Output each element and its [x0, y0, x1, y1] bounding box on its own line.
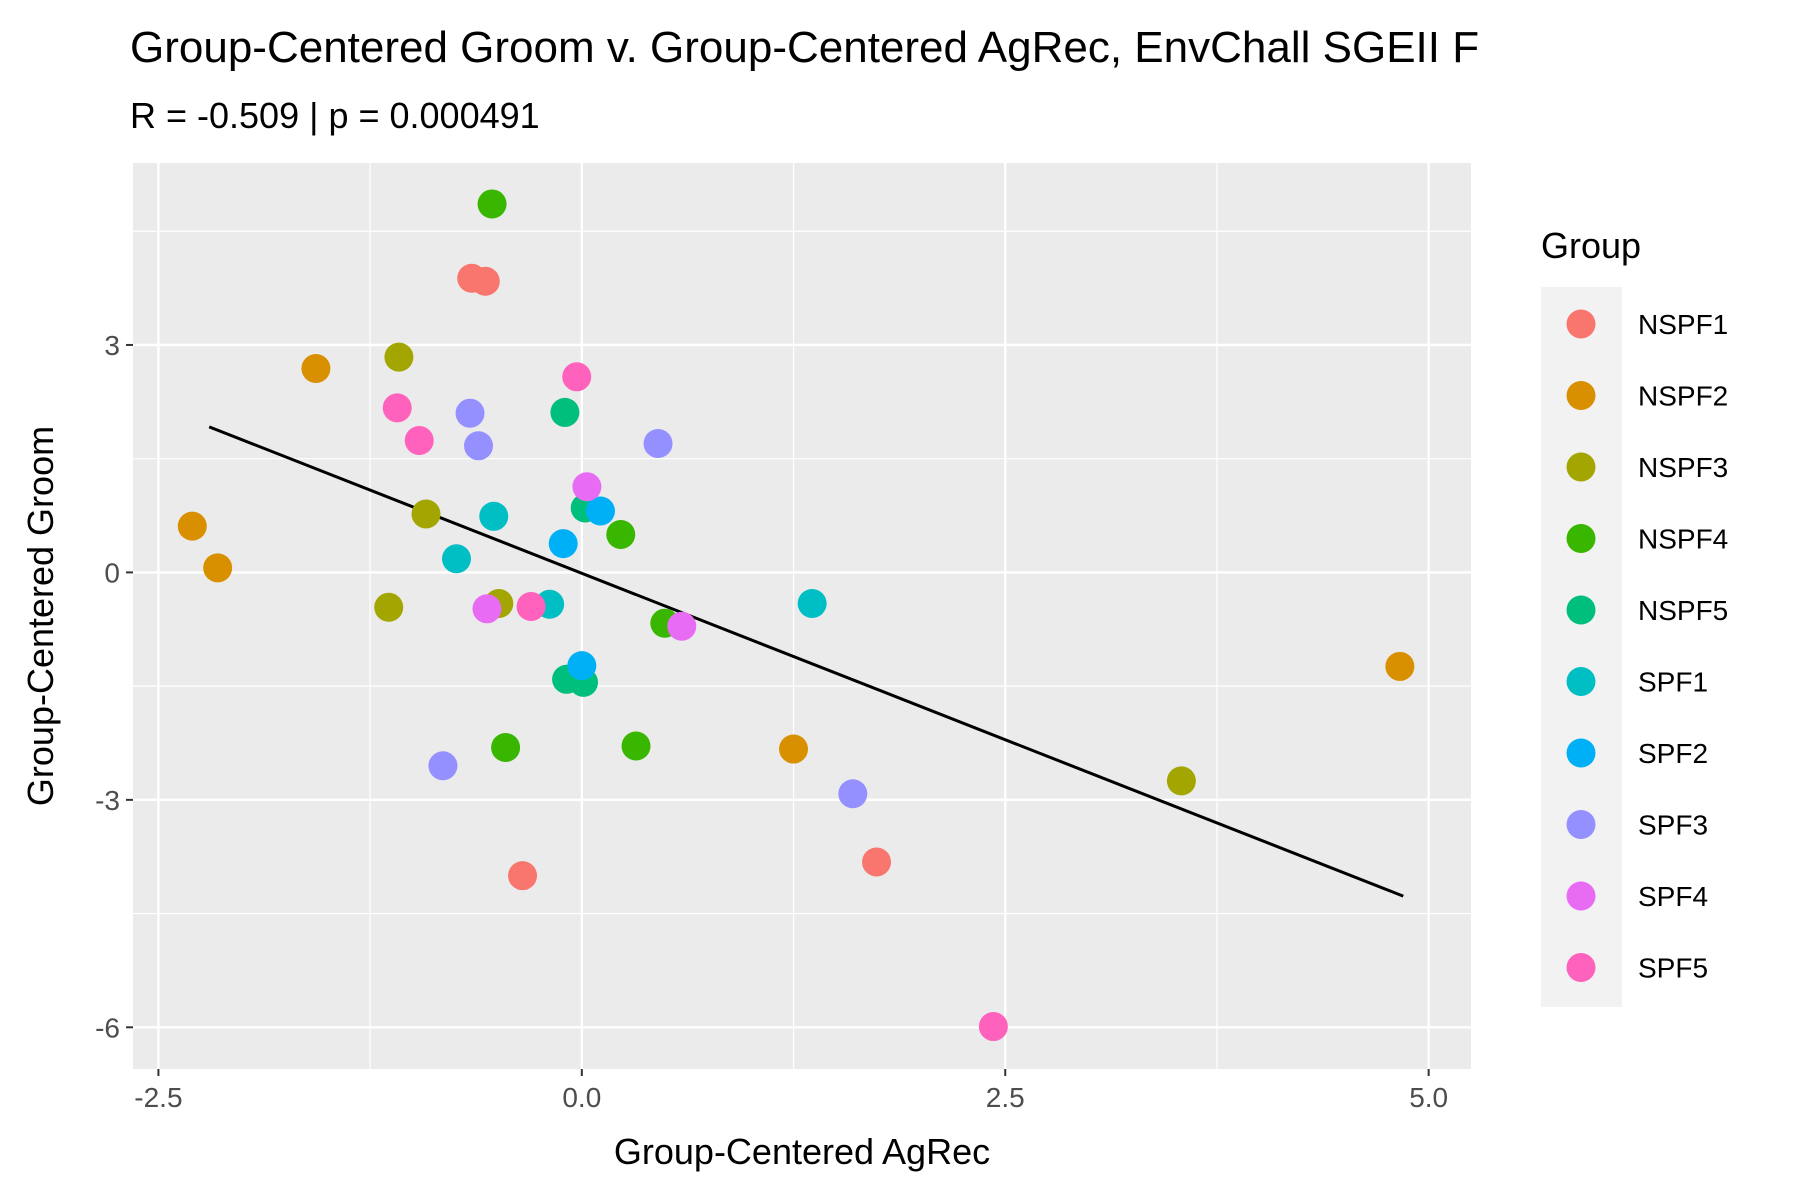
data-point-nspf5: [550, 397, 580, 427]
minor-gridlines: [133, 163, 1471, 1069]
data-point-nspf3: [384, 342, 414, 372]
major-gridlines: [133, 163, 1471, 1069]
legend-items: NSPF1 NSPF2 NSPF3 NSPF4 NSPF5 SPF1 SPF2 SPF3 SPF…: [1566, 309, 1728, 984]
x-axis-ticks: -2.5 0.0 2.5 5.0: [134, 1069, 1448, 1113]
legend-label-spf4: SPF4: [1638, 881, 1708, 912]
data-point-spf5: [978, 1012, 1008, 1042]
legend-key-spf5: [1566, 953, 1596, 982]
chart-title: Group-Centered Groom v. Group-Centered A…: [130, 23, 1479, 72]
data-point-nspf4: [477, 189, 507, 219]
legend-key-nspf4: [1566, 524, 1596, 553]
data-point-nspf2: [177, 511, 207, 541]
y-axis-title: Group-Centered Groom: [20, 426, 61, 806]
data-point-spf4: [667, 611, 697, 641]
data-point-nspf1: [470, 266, 500, 296]
data-point-nspf1: [508, 861, 538, 891]
legend-label-spf1: SPF1: [1638, 667, 1708, 698]
x-tick-label: -2.5: [134, 1082, 182, 1113]
data-point-spf1: [797, 588, 827, 618]
data-point-spf3: [455, 398, 485, 428]
data-point-spf4: [472, 594, 502, 624]
legend-key-nspf5: [1566, 595, 1596, 625]
legend-label-nspf2: NSPF2: [1638, 381, 1728, 412]
x-tick-label: 0.0: [562, 1082, 601, 1113]
data-point-spf1: [441, 544, 471, 574]
data-point-nspf4: [606, 519, 636, 549]
y-tick-label: -3: [95, 785, 120, 816]
regression-line-layer: [208, 425, 1404, 898]
data-point-spf1: [479, 501, 509, 531]
legend-key-nspf1: [1566, 309, 1596, 339]
x-tick-label: 2.5: [986, 1082, 1025, 1113]
data-point-nspf3: [411, 499, 441, 529]
legend-key-nspf3: [1566, 452, 1596, 482]
x-tick-label: 5.0: [1409, 1082, 1448, 1113]
y-tick-label: 3: [104, 330, 120, 361]
legend-label-spf3: SPF3: [1638, 810, 1708, 841]
data-point-spf5: [382, 393, 412, 423]
data-point-spf5: [516, 592, 546, 622]
legend-key-spf3: [1566, 810, 1596, 839]
legend-key-spf1: [1566, 667, 1596, 696]
x-axis-title: Group-Centered AgRec: [614, 1131, 990, 1172]
data-point-spf3: [643, 429, 673, 459]
legend-label-nspf3: NSPF3: [1638, 452, 1728, 483]
data-point-nspf2: [203, 553, 233, 583]
data-point-spf3: [838, 779, 868, 809]
data-point-nspf4: [621, 731, 651, 761]
data-point-spf3: [428, 751, 458, 781]
legend-key-nspf2: [1566, 381, 1596, 410]
regression-line: [208, 425, 1404, 898]
data-point-nspf1: [862, 847, 892, 877]
legend: Group NSPF1 NSPF2 NSPF3 NSPF4 NSPF5 SPF1 SPF2 S…: [1541, 225, 1728, 1007]
plot-panel: [133, 163, 1471, 1069]
data-point-spf5: [404, 425, 434, 455]
y-axis-ticks: -6 -3 0 3: [95, 330, 133, 1043]
data-point-spf5: [562, 362, 592, 392]
data-point-nspf3: [1166, 766, 1196, 796]
data-point-nspf4: [491, 733, 521, 763]
chart-subtitle: R = -0.509 | p = 0.000491: [130, 95, 540, 136]
legend-label-nspf4: NSPF4: [1638, 524, 1728, 555]
legend-label-nspf1: NSPF1: [1638, 309, 1728, 340]
data-point-nspf2: [1385, 651, 1415, 681]
data-point-nspf2: [779, 734, 809, 764]
data-point-spf4: [572, 472, 602, 502]
data-point-nspf3: [374, 592, 404, 622]
data-point-spf2: [567, 651, 597, 681]
points-layer: [177, 189, 1415, 1042]
y-tick-label: 0: [104, 557, 120, 588]
legend-label-spf5: SPF5: [1638, 953, 1708, 984]
legend-title: Group: [1541, 225, 1641, 266]
legend-key-spf4: [1566, 881, 1596, 911]
data-point-spf2: [548, 529, 578, 559]
data-point-spf2: [585, 496, 615, 526]
legend-label-nspf5: NSPF5: [1638, 595, 1728, 626]
legend-label-spf2: SPF2: [1638, 738, 1708, 769]
data-point-spf3: [464, 431, 494, 461]
data-point-nspf2: [301, 353, 331, 383]
y-tick-label: -6: [95, 1012, 120, 1043]
legend-key-spf2: [1566, 738, 1596, 768]
